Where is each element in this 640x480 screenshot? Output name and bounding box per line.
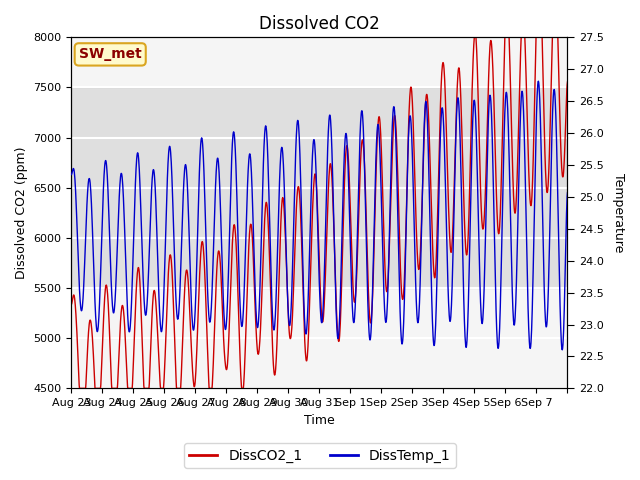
Y-axis label: Temperature: Temperature xyxy=(612,173,625,252)
DissCO2_1 xyxy=(76,385,83,391)
Y-axis label: Dissolved CO2 (ppm): Dissolved CO2 (ppm) xyxy=(15,146,28,279)
DissTemp_1 xyxy=(559,347,566,353)
Title: Dissolved CO2: Dissolved CO2 xyxy=(259,15,380,33)
DissTemp_1 xyxy=(564,190,572,195)
DissTemp_1 xyxy=(557,339,565,345)
DissTemp_1 xyxy=(534,78,542,84)
Legend: DissCO2_1, DissTemp_1: DissCO2_1, DissTemp_1 xyxy=(184,443,456,468)
Line: DissTemp_1: DissTemp_1 xyxy=(72,81,568,350)
Bar xyxy=(72,87,568,288)
DissTemp_1 xyxy=(509,297,516,303)
DissCO2_1 xyxy=(509,184,517,190)
DissCO2_1 xyxy=(145,381,153,387)
DissCO2_1 xyxy=(564,79,572,85)
DissCO2_1 xyxy=(297,218,305,224)
Text: SW_met: SW_met xyxy=(79,48,141,61)
Line: DissCO2_1: DissCO2_1 xyxy=(72,27,568,388)
DissCO2_1 xyxy=(436,112,444,118)
DissTemp_1 xyxy=(145,257,153,263)
DissCO2_1 xyxy=(307,279,314,285)
DissTemp_1 xyxy=(297,173,305,179)
DissTemp_1 xyxy=(68,172,76,178)
X-axis label: Time: Time xyxy=(304,414,335,427)
DissTemp_1 xyxy=(436,152,444,158)
DissCO2_1 xyxy=(558,165,566,170)
DissCO2_1 xyxy=(68,301,76,307)
DissCO2_1 xyxy=(502,24,509,30)
DissTemp_1 xyxy=(306,235,314,240)
